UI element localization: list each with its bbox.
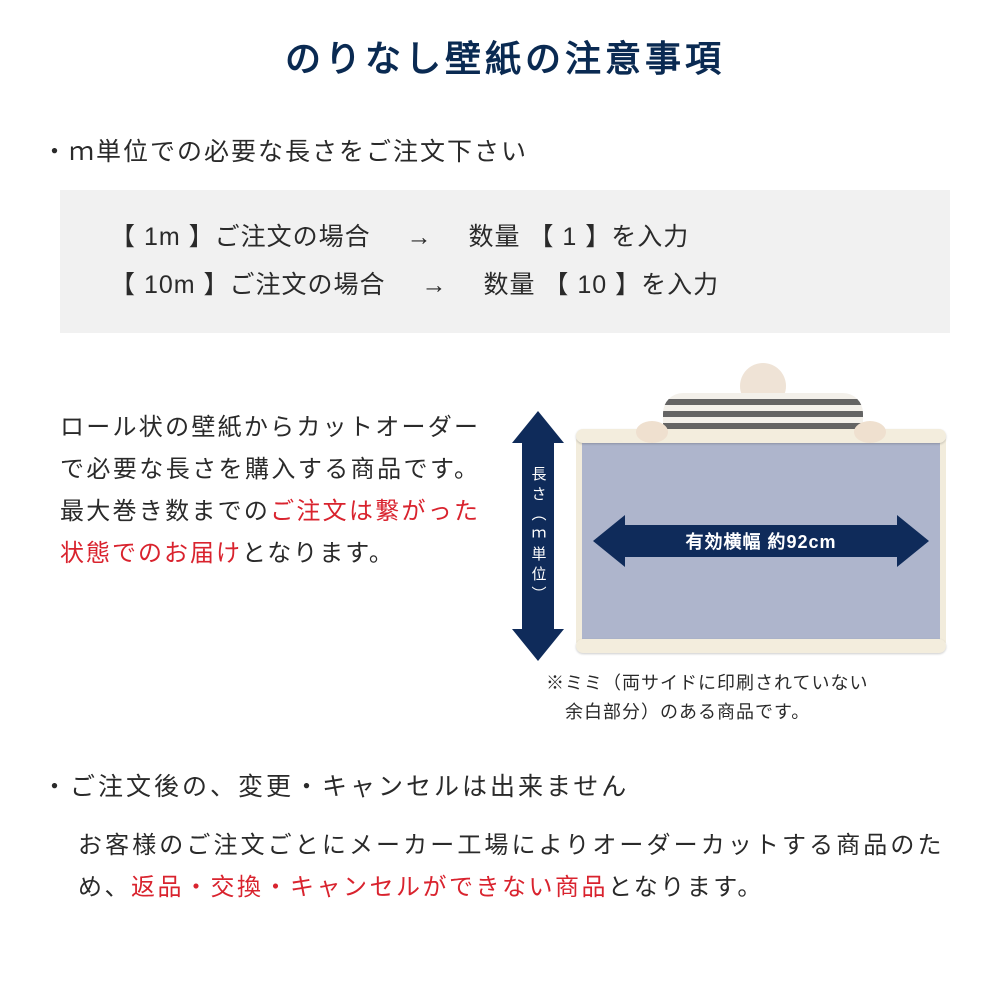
desc2-red: 返品・交換・キャンセルができない商品 (131, 874, 608, 901)
example-2-left: 【 10m 】ご注文の場合 (110, 271, 386, 299)
desc-post: となります。 (242, 540, 395, 567)
diagram-column: 長さ︵ｍ単位︶ 有効横幅 約92cm ※ミミ（両サイドに印刷されていない 余白部… (498, 365, 950, 727)
example-row-1: 【 1m 】ご注文の場合 → 数量 【 1 】を入力 (110, 214, 930, 262)
horizontal-width-arrow: 有効横幅 約92cm (593, 515, 929, 567)
horizontal-arrow-label: 有効横幅 約92cm (685, 528, 836, 554)
vertical-length-arrow: 長さ︵ｍ単位︶ (512, 411, 564, 661)
mimi-note-line1: ※ミミ（両サイドに印刷されていない (546, 673, 868, 693)
mid-section: ロール状の壁紙からカットオーダーで必要な長さを購入する商品です。最大巻き数までの… (60, 365, 950, 727)
arrow-icon: → (407, 223, 433, 251)
example-1-left: 【 1m 】ご注文の場合 (110, 223, 371, 251)
hand-right (854, 421, 886, 443)
mimi-note: ※ミミ（両サイドに印刷されていない 余白部分）のある商品です。 (546, 669, 950, 727)
bullet-order-unit: ・ｍ単位での必要な長さをご注文下さい (42, 132, 950, 168)
mimi-note-line2: 余白部分）のある商品です。 (546, 702, 810, 722)
no-cancel-description: お客様のご注文ごとにメーカー工場によりオーダーカットする商品のため、返品・交換・… (78, 825, 944, 909)
hand-left (636, 421, 668, 443)
page-title: のりなし壁紙の注意事項 (60, 30, 950, 82)
example-1-right: 数量 【 1 】を入力 (469, 223, 690, 251)
order-example-box: 【 1m 】ご注文の場合 → 数量 【 1 】を入力 【 10m 】ご注文の場合… (60, 190, 950, 333)
vertical-arrow-label: 長さ︵ｍ単位︶ (528, 466, 549, 606)
bullet-no-cancel: ・ご注文後の、変更・キャンセルは出来ません (42, 767, 950, 803)
example-2-right: 数量 【 10 】を入力 (483, 271, 719, 299)
cut-order-description: ロール状の壁紙からカットオーダーで必要な長さを購入する商品です。最大巻き数までの… (60, 365, 480, 575)
example-row-2: 【 10m 】ご注文の場合 → 数量 【 10 】を入力 (110, 262, 930, 310)
wallpaper-diagram: 長さ︵ｍ単位︶ 有効横幅 約92cm (498, 365, 950, 655)
desc2-post: となります。 (608, 874, 764, 901)
arrow-icon: → (421, 271, 447, 299)
